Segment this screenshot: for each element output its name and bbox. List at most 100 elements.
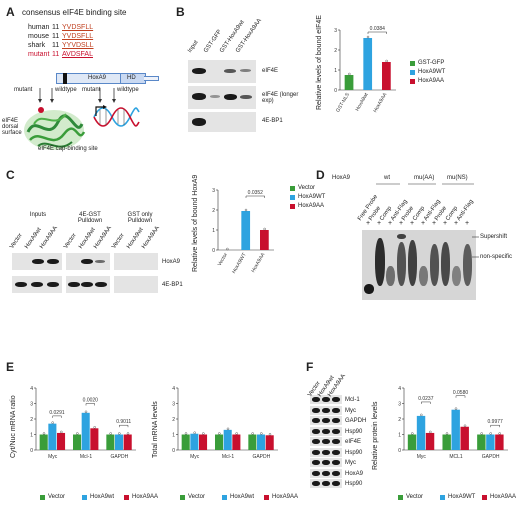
band (332, 481, 340, 486)
bar-Myc-0 (39, 434, 48, 450)
chart-e2-legend-swatch-0 (180, 495, 185, 500)
chart-e1-legend-label-0: Vector (48, 494, 66, 500)
bar-Myc-1 (190, 433, 199, 450)
seq-motif-0: YVDSFLL (62, 24, 94, 31)
panel-d-sign-6: + (432, 220, 437, 227)
data-point (126, 432, 130, 435)
chart-c-legend-swatch-0 (290, 186, 295, 191)
bar-Myc-1 (416, 415, 426, 450)
blot-f-row-8 (310, 479, 342, 488)
pvalue-label: 0.0237 (418, 396, 434, 402)
bar-Myc-0 (407, 434, 417, 450)
chart-e1-legend-swatch-1 (82, 495, 87, 500)
blot-b-eif4e-long (188, 86, 256, 109)
band (332, 428, 340, 434)
band (312, 470, 320, 476)
pvalue-label: 0.0291 (49, 410, 65, 416)
panel-a-letter: A (6, 5, 15, 19)
data-point (226, 427, 230, 431)
pvalue-bracket (455, 395, 466, 398)
seq-species-0: human (28, 24, 50, 31)
pvalue-bracket (245, 195, 265, 198)
chart-e1-legend-label-1: HoxA9wt (90, 494, 115, 500)
blot-f-row-3 (310, 426, 342, 436)
data-point (429, 430, 432, 434)
y-tick-label: 0 (172, 448, 175, 454)
panel-d-lane-9: Anti-Flag (456, 198, 475, 222)
bar-Mcl-1-2 (232, 434, 241, 450)
supershift-label: Supershift (480, 234, 508, 240)
pvalue-bracket (421, 401, 431, 404)
y-tick-label: 2 (334, 48, 337, 54)
blot-f-row-0 (310, 395, 342, 404)
y-tick-label: 4 (30, 386, 33, 392)
blot-c-inputs-hoxa9 (12, 253, 62, 270)
data-point (93, 426, 96, 429)
y-tick-label: 1 (334, 68, 337, 74)
blot-f-row-label-1: Myc (345, 407, 356, 414)
panel-d-sign-5: + (421, 220, 426, 227)
panel-c-letter: C (6, 168, 15, 182)
x-tick-label-1: HoxA9WT (231, 252, 248, 275)
chart-e1-ylabel: Cyt/Nuc mRNA ratio (10, 395, 17, 458)
band (322, 460, 330, 465)
blot-c-inputs-4ebp1 (12, 276, 62, 293)
band (322, 428, 330, 434)
chart-f-ylabel: Relative protein levels (372, 401, 379, 470)
panel-a-arrows (38, 88, 116, 103)
arrow-label-mutant-2: mutant (82, 87, 101, 93)
bar-HoxA9AA-0 (260, 230, 269, 250)
data-point (235, 432, 238, 435)
panel-d-sign-9: + (465, 220, 470, 227)
x-tick-label-2: GAPDH (252, 454, 270, 460)
x-tick-label-0: Vector (217, 252, 229, 268)
seq-pos-0: 11 (52, 24, 60, 31)
blot-c-4egst-hoxa9 (66, 253, 110, 270)
x-tick-label-1: MCL1 (449, 454, 463, 460)
blot-f-row-6 (310, 458, 342, 467)
chart-b-legend-swatch-0 (410, 61, 415, 66)
band (332, 470, 340, 476)
blot-c-row-hoxa9: HoxA9 (162, 259, 181, 265)
panel-b-row-0: eIF4E (262, 68, 279, 74)
bar-Mcl-1-1 (223, 429, 232, 450)
panel-b-row-2: 4E-BP1 (262, 118, 283, 124)
y-tick-label: 2 (398, 417, 401, 423)
panel-d-letter: D (316, 168, 325, 182)
chart-b-ylabel: Relative levels of bound eIF4E (316, 15, 323, 110)
pvalue-label: 0.9977 (488, 419, 504, 425)
chart-f-legend-label-1: HoxA9WT (448, 494, 476, 500)
chart-e1-legend-label-2: HoxA9AA (132, 494, 159, 500)
eif4e-structure-image (24, 107, 86, 150)
bar-HoxA9wt-0 (363, 38, 373, 90)
panel-c-group-0: Inputs (29, 212, 47, 218)
seq-motif-1: YVDSFLL (62, 33, 94, 40)
pvalue-bracket (119, 424, 129, 428)
chart-c-legend-label-0: Vector (298, 185, 316, 191)
y-tick-label: 1 (398, 433, 401, 439)
y-tick-label: 3 (212, 188, 215, 194)
chart-f-legend-label-2: HoxA9AA (490, 494, 517, 500)
chart-c-legend-label-2: HoxA9AA (298, 203, 325, 209)
bar-Mcl-1-0 (215, 434, 224, 450)
chart-f: 0 1 2 3 4 Myc MCL1 GAPDH 0.0237 0.0580 0.9977 (398, 386, 508, 460)
band (322, 407, 330, 413)
panel-c-group-1: 4E-GST Pulldown (77, 212, 103, 224)
transcription-arrow-icon (95, 105, 107, 116)
bar-GAPDH-2 (123, 434, 132, 450)
panel-d-sign-2: + (388, 220, 393, 227)
band (312, 397, 320, 402)
panel-c-lane-0-0: Vector (9, 232, 24, 250)
data-point (348, 72, 351, 76)
panel-d-group-wt: wt (384, 175, 390, 181)
arrow-label-wildtype-2: wildtype (117, 87, 139, 93)
x-tick-label-1: Mcl-1 (222, 454, 234, 460)
seq-pos-1: 11 (52, 33, 60, 40)
y-tick-label: 3 (30, 402, 33, 408)
chart-b-legend-label-0: GST-GFP (418, 60, 445, 66)
bar-GAPDH-1 (486, 434, 495, 450)
data-point (366, 35, 370, 39)
data-point (463, 424, 467, 427)
bar-GAPDH-1 (115, 434, 124, 450)
bar-Myc-2 (199, 434, 208, 450)
